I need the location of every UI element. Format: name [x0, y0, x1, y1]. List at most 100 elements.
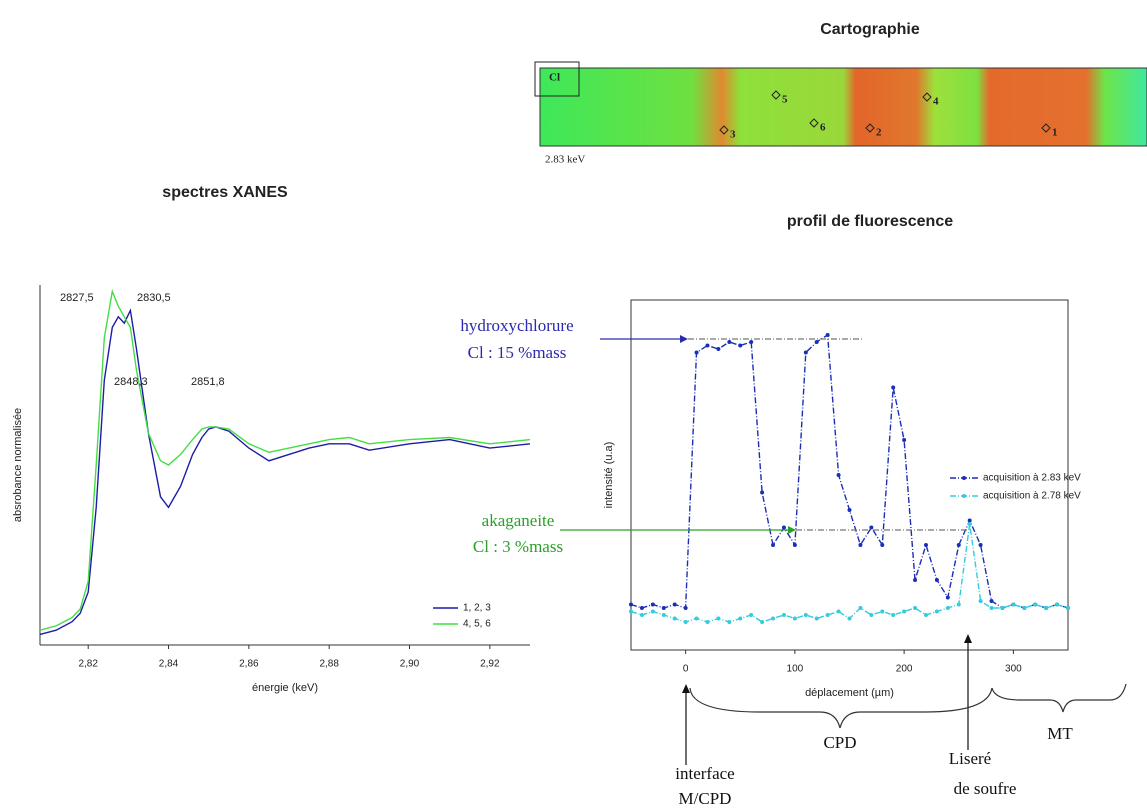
annotation: Cl : 15 %mass: [468, 343, 567, 362]
map-image: [539, 67, 1147, 147]
series-point: [978, 543, 983, 547]
map-point: [865, 123, 875, 133]
series-point: [716, 616, 721, 621]
map-point-label: 6: [820, 122, 826, 134]
map-point: [719, 125, 729, 135]
series-point: [902, 438, 907, 442]
annotation: de soufre: [954, 779, 1017, 798]
series-point: [738, 343, 743, 348]
arrow-head: [680, 335, 688, 343]
map-point: [771, 90, 781, 100]
annotation: CPD: [823, 733, 856, 752]
x-tick-label: 2,92: [480, 659, 500, 670]
legend-marker: [962, 494, 966, 498]
x-tick-label: 2,84: [159, 659, 179, 670]
series-point: [1066, 606, 1070, 610]
series-point: [869, 525, 874, 530]
series-point: [694, 350, 699, 355]
series-point: [738, 616, 743, 621]
series-point: [781, 525, 786, 530]
series-point: [923, 543, 928, 547]
annotation: hydroxychlorure: [460, 316, 573, 335]
legend-marker: [962, 476, 966, 480]
map-title: Cartographie: [820, 21, 920, 38]
series-point: [825, 613, 830, 617]
series-point: [858, 543, 863, 547]
brace: [689, 687, 993, 729]
annotation: 2851,8: [191, 376, 225, 388]
annotation: MT: [1047, 724, 1073, 743]
legend-label: acquisition à 2.83 keV: [983, 473, 1081, 484]
series-point: [956, 543, 961, 547]
arrow-head: [682, 684, 690, 693]
series-point: [716, 347, 721, 351]
series-point: [869, 613, 874, 617]
series-line: [630, 333, 1069, 609]
series-point: [629, 602, 633, 607]
series-point: [727, 340, 732, 344]
series-point: [825, 333, 830, 337]
series-point: [650, 602, 655, 607]
series-point: [945, 595, 950, 600]
arrow-head: [964, 634, 972, 643]
map-point-label: 3: [730, 129, 736, 141]
series-point: [836, 473, 841, 477]
series-point: [705, 343, 710, 348]
annotation: Liseré: [949, 749, 991, 768]
series-point: [934, 578, 939, 582]
arrow-head: [788, 526, 796, 534]
plot-frame: [630, 299, 1069, 651]
series-point: [760, 620, 765, 624]
series-point: [858, 606, 863, 610]
series-point: [781, 613, 786, 617]
series-point: [814, 340, 819, 344]
annotation: interface: [675, 764, 734, 783]
map-energy: 2.83 keV: [545, 154, 585, 166]
series-point: [683, 620, 688, 624]
series-point: [978, 599, 983, 603]
y-axis-label: intensité (u.a): [603, 442, 615, 509]
series-point: [989, 606, 994, 610]
map-point: [1041, 123, 1051, 133]
series-point: [1011, 602, 1016, 607]
x-tick-label: 0: [683, 664, 689, 675]
series-point: [913, 578, 918, 582]
annotation: 2830,5: [137, 292, 171, 304]
series-point: [771, 616, 776, 621]
series-point: [749, 340, 754, 344]
series-point: [792, 543, 797, 547]
map-point: [922, 92, 932, 102]
map-point-label: 5: [782, 94, 788, 106]
series-point: [891, 385, 896, 390]
legend-label: 4, 5, 6: [463, 619, 491, 630]
annotation: 2848,3: [114, 376, 148, 388]
x-axis-label: déplacement (µm): [805, 687, 894, 699]
series-point: [672, 602, 677, 607]
series-point: [891, 613, 896, 617]
x-tick-label: 200: [896, 664, 913, 675]
x-tick-label: 2,82: [78, 659, 98, 670]
series-point: [672, 616, 677, 621]
x-tick-label: 2,88: [319, 659, 339, 670]
series-point: [880, 543, 885, 547]
series-point: [760, 490, 765, 495]
series-point: [639, 613, 644, 617]
annotation: M/CPD: [679, 789, 732, 808]
series-point: [650, 609, 655, 614]
series-point: [803, 613, 808, 617]
x-tick-label: 2,86: [239, 659, 259, 670]
legend-label: 1, 2, 3: [463, 603, 491, 614]
series-point: [814, 616, 819, 621]
map-point-label: 1: [1052, 127, 1058, 139]
series-point: [923, 613, 928, 617]
series-point: [1022, 606, 1027, 610]
y-axis-label: absrobance normalisée: [12, 408, 24, 522]
series-point: [1033, 602, 1038, 607]
series-point: [727, 620, 732, 624]
series-point: [913, 606, 918, 610]
map-point-label: 4: [933, 96, 939, 108]
series-point: [705, 620, 710, 624]
brace: [991, 683, 1127, 713]
chart-title: spectres XANES: [162, 184, 288, 201]
